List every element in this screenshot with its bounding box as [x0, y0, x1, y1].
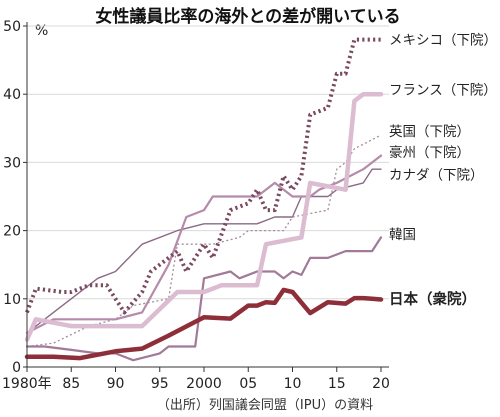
x-tick-label: 20 [372, 376, 390, 392]
x-tick-label: 1980年 [2, 376, 52, 392]
series-line [26, 134, 382, 348]
gridlines [27, 25, 389, 300]
series-label: 韓国 [389, 227, 416, 243]
y-axis-unit: % [35, 23, 48, 39]
y-tick-label: 50 [3, 19, 21, 35]
y-tick-label: 20 [3, 224, 21, 240]
y-tick-label: 40 [3, 87, 21, 103]
y-tick-label: 30 [3, 155, 21, 171]
axes: 0 10 20 30 40 50 1980年 85 90 95 2000 05 10 15 20 [2, 19, 390, 392]
x-tick-label: 90 [107, 376, 125, 392]
series-label: 英国（下院） [389, 123, 470, 140]
series-line [25, 37, 381, 315]
x-tick-label: 85 [62, 376, 80, 392]
x-tick-label: 2000 [186, 376, 222, 392]
series-label: 日本（衆院） [389, 290, 476, 308]
chart-title: 女性議員比率の海外との差が開いている [95, 6, 400, 27]
series-line [24, 287, 384, 361]
x-tick-label: 10 [284, 376, 302, 392]
y-tick-label: 0 [12, 360, 21, 376]
series-label: メキシコ（下院） [389, 33, 497, 49]
series-labels: メキシコ（下院） フランス（下院） 英国（下院） 豪州（下院） カナダ（下院） 韓国日本（… [389, 33, 497, 308]
y-tick-label: 10 [3, 292, 21, 308]
series-lines [24, 37, 384, 362]
series-label: カナダ（下院） [389, 168, 484, 184]
series-line [24, 91, 384, 342]
series-label: 豪州（下院） [389, 145, 470, 161]
x-tick-label: 95 [151, 376, 169, 392]
series-label: フランス（下院） [389, 82, 497, 98]
source-note: （出所）列国議会同盟（IPU）の資料 [157, 398, 373, 413]
series-line [26, 168, 382, 334]
series-line [25, 154, 383, 334]
x-tick-label: 05 [239, 376, 257, 392]
x-tick-label: 15 [328, 376, 346, 392]
